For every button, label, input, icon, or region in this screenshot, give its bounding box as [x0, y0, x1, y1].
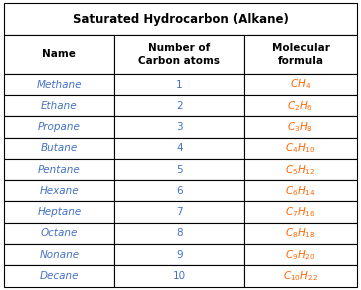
Bar [4, 3, 357, 35]
Bar [4, 180, 114, 202]
Text: $\mathit{C}_4\mathit{H}_{10}$: $\mathit{C}_4\mathit{H}_{10}$ [285, 142, 316, 155]
Text: $\mathit{C}_9\mathit{H}_{20}$: $\mathit{C}_9\mathit{H}_{20}$ [285, 248, 316, 262]
Text: Name: Name [43, 49, 76, 59]
Bar [4, 117, 114, 138]
Bar [244, 223, 357, 244]
Bar [244, 265, 357, 287]
Bar [244, 117, 357, 138]
Bar [114, 117, 244, 138]
Bar [244, 138, 357, 159]
Text: 10: 10 [173, 271, 186, 281]
Text: 7: 7 [176, 207, 183, 217]
Text: $\mathit{C}_5\mathit{H}_{12}$: $\mathit{C}_5\mathit{H}_{12}$ [285, 163, 316, 177]
Bar [244, 159, 357, 180]
Text: 3: 3 [176, 122, 183, 132]
Text: Propane: Propane [38, 122, 81, 132]
Bar [114, 35, 244, 74]
Text: 6: 6 [176, 186, 183, 196]
Text: $\mathit{C}\mathit{H}_4$: $\mathit{C}\mathit{H}_4$ [290, 78, 311, 91]
Text: Butane: Butane [41, 143, 78, 153]
Text: $\mathit{C}_8\mathit{H}_{18}$: $\mathit{C}_8\mathit{H}_{18}$ [285, 226, 316, 240]
Bar [114, 265, 244, 287]
Text: $\mathit{C}_2\mathit{H}_6$: $\mathit{C}_2\mathit{H}_6$ [287, 99, 314, 113]
Bar [4, 159, 114, 180]
Bar [114, 159, 244, 180]
Text: Nonane: Nonane [39, 250, 79, 260]
Bar [244, 180, 357, 202]
Bar [4, 223, 114, 244]
Text: Pentane: Pentane [38, 165, 81, 175]
Text: Molecular
formula: Molecular formula [271, 43, 330, 66]
Bar [244, 202, 357, 223]
Text: 8: 8 [176, 229, 183, 238]
Text: Octane: Octane [41, 229, 78, 238]
Text: 1: 1 [176, 79, 183, 90]
Bar [244, 35, 357, 74]
Text: $\mathit{C}_7\mathit{H}_{16}$: $\mathit{C}_7\mathit{H}_{16}$ [285, 205, 316, 219]
Text: Methane: Methane [36, 79, 82, 90]
Text: 4: 4 [176, 143, 183, 153]
Text: Saturated Hydrocarbon (Alkane): Saturated Hydrocarbon (Alkane) [73, 13, 288, 26]
Bar [114, 138, 244, 159]
Text: Decane: Decane [40, 271, 79, 281]
Text: $\mathit{C}_6\mathit{H}_{14}$: $\mathit{C}_6\mathit{H}_{14}$ [285, 184, 316, 198]
Bar [114, 180, 244, 202]
Text: 5: 5 [176, 165, 183, 175]
Bar [4, 138, 114, 159]
Bar [114, 244, 244, 265]
Bar [4, 74, 114, 95]
Text: Hexane: Hexane [40, 186, 79, 196]
Bar [4, 202, 114, 223]
Text: $\mathit{C}_{10}\mathit{H}_{22}$: $\mathit{C}_{10}\mathit{H}_{22}$ [283, 269, 318, 283]
Bar [244, 74, 357, 95]
Bar [114, 95, 244, 117]
Bar [4, 265, 114, 287]
Bar [114, 202, 244, 223]
Bar [114, 74, 244, 95]
Bar [4, 35, 114, 74]
Text: Ethane: Ethane [41, 101, 78, 111]
Text: Number of
Carbon atoms: Number of Carbon atoms [138, 43, 221, 66]
Text: 2: 2 [176, 101, 183, 111]
Bar [4, 95, 114, 117]
Bar [114, 223, 244, 244]
Bar [244, 95, 357, 117]
Text: $\mathit{C}_3\mathit{H}_8$: $\mathit{C}_3\mathit{H}_8$ [287, 120, 314, 134]
Text: 9: 9 [176, 250, 183, 260]
Text: Heptane: Heptane [37, 207, 82, 217]
Bar [244, 244, 357, 265]
Bar [4, 244, 114, 265]
